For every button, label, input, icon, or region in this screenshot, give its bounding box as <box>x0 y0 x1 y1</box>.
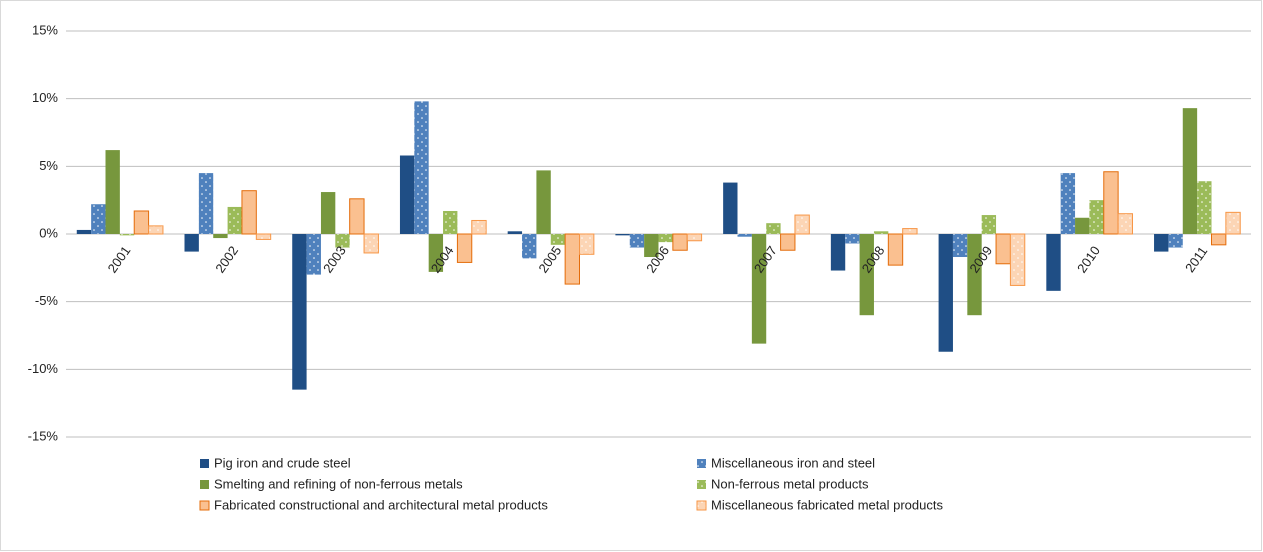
bar <box>227 206 242 234</box>
bar <box>198 173 214 234</box>
bar <box>507 231 523 234</box>
bar <box>723 182 738 234</box>
bar <box>564 233 580 285</box>
bar <box>902 228 918 235</box>
bar <box>938 234 953 352</box>
bar <box>873 231 889 234</box>
legend-label: Miscellaneous fabricated metal products <box>711 497 943 512</box>
bar <box>414 101 429 234</box>
bar <box>1103 171 1119 235</box>
bar <box>306 234 321 275</box>
y-tick-label: -5% <box>35 293 59 308</box>
bar <box>1046 234 1061 291</box>
bar <box>780 233 796 251</box>
bar <box>967 234 982 316</box>
legend-swatch <box>696 500 707 511</box>
y-tick-label: -15% <box>28 428 59 443</box>
legend-swatch <box>697 459 706 468</box>
bar <box>751 234 767 344</box>
bar <box>887 233 904 266</box>
bar <box>550 234 566 245</box>
legend-label: Smelting and refining of non-ferrous met… <box>214 476 463 491</box>
bar <box>335 234 350 248</box>
bar <box>859 234 874 316</box>
bar <box>794 214 810 235</box>
bar <box>995 233 1011 265</box>
legend-label: Fabricated constructional and architectu… <box>214 497 548 512</box>
bar <box>1182 108 1198 234</box>
bar <box>148 225 164 235</box>
bar <box>399 155 415 234</box>
bar <box>320 192 336 234</box>
bar <box>471 219 487 235</box>
bar <box>349 198 365 235</box>
bar <box>213 234 228 239</box>
bar <box>672 233 688 251</box>
bar <box>91 204 106 234</box>
y-tick-label: 10% <box>32 90 58 105</box>
bar <box>1089 200 1104 234</box>
bar <box>456 233 473 263</box>
bar <box>1075 217 1090 234</box>
bar <box>76 229 92 234</box>
bar <box>292 234 307 390</box>
bar <box>1117 213 1133 235</box>
bar <box>686 233 703 242</box>
y-tick-label: 15% <box>32 22 58 37</box>
bar <box>241 190 257 235</box>
bar <box>522 234 537 259</box>
bar <box>105 150 120 234</box>
legend-label: Non-ferrous metal products <box>711 476 869 491</box>
bar <box>363 233 379 254</box>
bar <box>133 210 150 235</box>
bar <box>119 234 135 236</box>
bar <box>1225 211 1241 235</box>
y-tick-label: 0% <box>39 225 58 240</box>
bar <box>1197 181 1212 234</box>
legend-label: Miscellaneous iron and steel <box>711 455 875 470</box>
bar <box>737 234 752 237</box>
bar <box>1060 173 1076 234</box>
bar <box>428 234 444 272</box>
y-tick-label: -10% <box>28 361 59 376</box>
bar <box>845 234 860 244</box>
bar <box>615 234 630 236</box>
legend-swatch <box>199 500 210 511</box>
legend-swatch <box>200 459 209 468</box>
bar <box>766 223 781 234</box>
bar <box>658 234 673 243</box>
legend-swatch <box>697 480 706 489</box>
bar <box>184 234 199 252</box>
bar <box>644 234 659 258</box>
bar <box>579 233 595 255</box>
bar <box>830 234 846 271</box>
bar <box>536 170 551 234</box>
bar <box>981 215 997 234</box>
bar <box>629 234 645 248</box>
legend-label: Pig iron and crude steel <box>214 455 351 470</box>
bar <box>443 210 458 234</box>
bar <box>1211 233 1227 246</box>
bar <box>255 233 272 240</box>
bar <box>1009 233 1026 286</box>
y-tick-label: 5% <box>39 158 58 173</box>
bar <box>1168 234 1183 248</box>
bar <box>952 234 968 258</box>
bar <box>1154 234 1169 252</box>
legend-swatch <box>200 480 209 489</box>
